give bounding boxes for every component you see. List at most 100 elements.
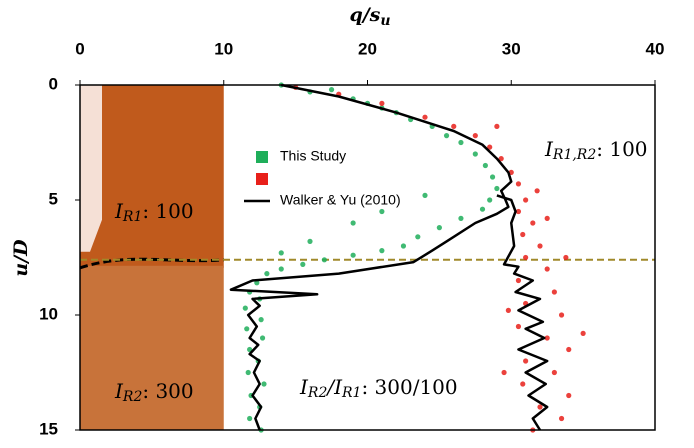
data-point bbox=[520, 381, 526, 387]
legend-label: Walker & Yu (2010) bbox=[280, 192, 401, 208]
x-tick-label: 40 bbox=[646, 39, 665, 58]
data-point bbox=[523, 254, 529, 261]
annotation-part: : 300/100 bbox=[361, 375, 457, 399]
annotation: IR2: 300 bbox=[114, 379, 194, 406]
data-point bbox=[400, 243, 407, 249]
data-point bbox=[515, 323, 522, 330]
data-point bbox=[458, 215, 464, 221]
data-point bbox=[264, 271, 270, 277]
x-tick-label: 20 bbox=[358, 39, 377, 58]
annotation-part: : 100 bbox=[142, 199, 193, 223]
lower-layer bbox=[80, 265, 224, 430]
x-axis-label-sub: u bbox=[380, 13, 390, 29]
data-point bbox=[498, 156, 504, 162]
data-point bbox=[558, 312, 565, 318]
data-point bbox=[563, 254, 569, 261]
data-point bbox=[259, 335, 266, 341]
data-point bbox=[350, 252, 356, 258]
legend-label: This Study bbox=[280, 148, 346, 164]
data-point bbox=[278, 250, 284, 256]
data-point bbox=[321, 257, 327, 263]
legend-swatch bbox=[256, 151, 268, 163]
data-point bbox=[415, 234, 421, 240]
data-point bbox=[482, 162, 488, 169]
data-point bbox=[580, 330, 586, 336]
upper-layer bbox=[80, 85, 224, 268]
data-point bbox=[247, 415, 253, 422]
data-point bbox=[278, 266, 284, 272]
annotation-part: /I bbox=[325, 375, 343, 399]
data-point bbox=[551, 369, 557, 376]
data-point bbox=[245, 369, 251, 376]
y-tick-label: 5 bbox=[49, 189, 58, 208]
annotation-part: : 100 bbox=[596, 137, 647, 161]
annotation-part: : 300 bbox=[142, 379, 193, 403]
data-point bbox=[537, 404, 543, 410]
data-point bbox=[379, 100, 385, 106]
data-point bbox=[443, 133, 450, 139]
data-point bbox=[494, 185, 500, 192]
annotation-part: R2 bbox=[307, 385, 328, 401]
y-axis-label: u/D bbox=[10, 239, 32, 277]
pile-strip bbox=[80, 85, 102, 252]
data-point bbox=[494, 123, 500, 129]
data-point bbox=[261, 381, 267, 387]
data-point bbox=[558, 415, 565, 422]
data-point bbox=[566, 392, 572, 399]
data-point bbox=[328, 87, 335, 93]
legend-swatch bbox=[256, 173, 268, 185]
data-point bbox=[489, 174, 496, 180]
data-point bbox=[258, 317, 264, 323]
data-point bbox=[551, 289, 557, 295]
data-line bbox=[229, 83, 549, 431]
data-point bbox=[472, 151, 478, 157]
annotation: IR1: 100 bbox=[114, 199, 194, 226]
data-point bbox=[544, 335, 550, 341]
x-tick-label: 0 bbox=[75, 39, 84, 58]
data-point bbox=[515, 181, 522, 187]
data-point bbox=[244, 326, 250, 332]
annotation-part: R1,R2 bbox=[552, 147, 596, 163]
data-point bbox=[523, 358, 529, 364]
annotation-part: I bbox=[114, 379, 124, 403]
annotation-part: I bbox=[299, 375, 309, 399]
annotation-part: R1 bbox=[341, 385, 361, 401]
data-point bbox=[501, 369, 507, 376]
data-point bbox=[307, 238, 313, 244]
annotation: IR1,R2: 100 bbox=[544, 137, 648, 164]
data-point bbox=[479, 206, 486, 212]
data-point bbox=[422, 192, 428, 198]
data-point bbox=[566, 346, 572, 353]
y-tick-label: 0 bbox=[49, 74, 58, 93]
data-point bbox=[436, 225, 442, 231]
data-point bbox=[300, 261, 306, 267]
data-point bbox=[242, 305, 248, 311]
data-point bbox=[379, 208, 385, 215]
y-tick-label: 10 bbox=[39, 304, 58, 323]
annotation-part: R1 bbox=[122, 209, 142, 225]
x-axis-label-main: q/s bbox=[349, 4, 380, 26]
data-point bbox=[422, 114, 428, 120]
data-point bbox=[530, 220, 536, 226]
data-point bbox=[537, 243, 543, 249]
x-tick-label: 30 bbox=[502, 39, 521, 58]
data-point bbox=[515, 277, 522, 284]
annotation-part: I bbox=[114, 199, 124, 223]
data-point bbox=[472, 133, 478, 139]
x-tick-label: 10 bbox=[214, 39, 233, 58]
data-point bbox=[379, 248, 385, 254]
data-point bbox=[544, 266, 550, 272]
data-point bbox=[523, 197, 529, 203]
annotation: IR2/IR1: 300/100 bbox=[299, 375, 458, 402]
y-tick-label: 15 bbox=[39, 419, 58, 438]
data-point bbox=[458, 139, 464, 146]
annotation-part: R2 bbox=[122, 389, 143, 405]
data-point bbox=[350, 220, 356, 226]
data-point bbox=[487, 144, 493, 150]
annotation-part: I bbox=[544, 137, 554, 161]
x-axis-label: q/su bbox=[349, 4, 390, 29]
data-point bbox=[544, 215, 550, 221]
data-point bbox=[451, 123, 457, 129]
data-point bbox=[487, 197, 493, 203]
